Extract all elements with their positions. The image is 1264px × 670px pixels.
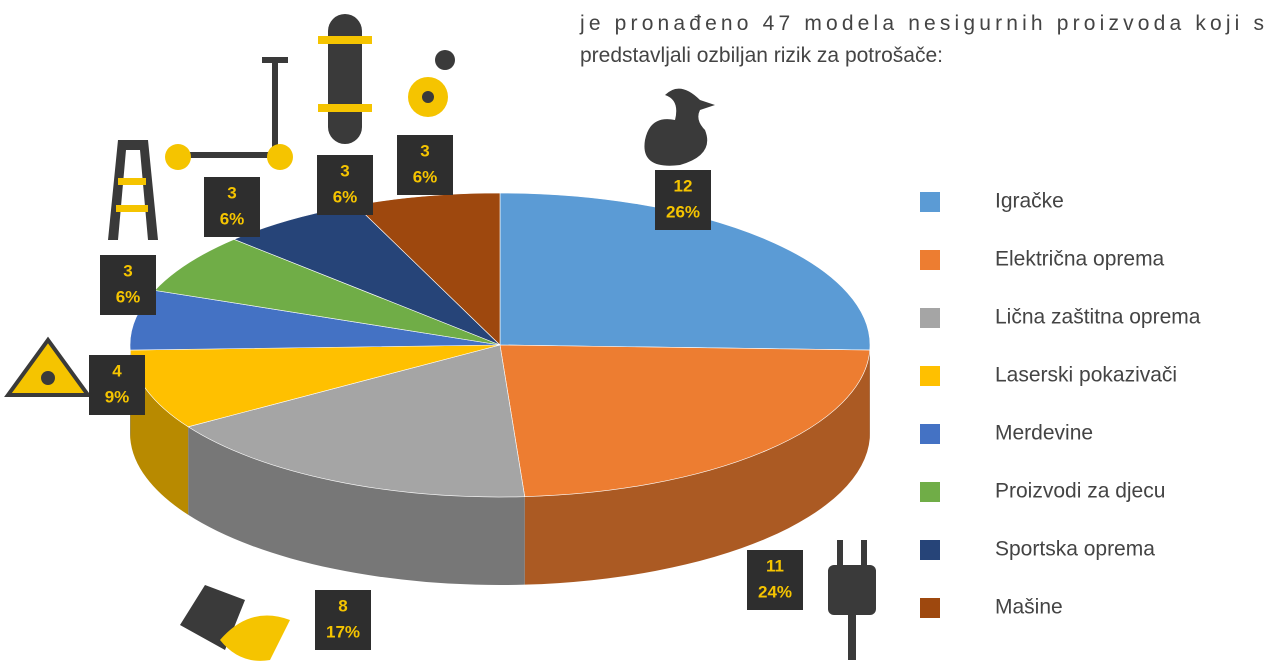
slice (499, 192, 871, 351)
slice-side (188, 426, 525, 585)
data-label: 3 (123, 261, 132, 280)
label-box (747, 550, 803, 610)
skateboard-icon (318, 104, 372, 112)
label-box (100, 255, 156, 315)
gear-icon (422, 91, 434, 103)
data-label: 17% (326, 622, 360, 641)
gear-icon (435, 50, 455, 70)
legend-swatch (920, 482, 940, 502)
data-label: 24% (758, 582, 792, 601)
label-box (204, 177, 260, 237)
ladder-icon (116, 205, 148, 212)
data-label: 6% (116, 287, 141, 306)
icons (4, 14, 876, 661)
skateboard-icon (328, 14, 362, 144)
slice (187, 344, 526, 498)
legend-label: Merdevine (995, 422, 1093, 445)
data-label: 3 (227, 183, 236, 202)
legend-label: Lična zaštitna oprema (995, 306, 1201, 329)
legend-swatch (920, 308, 940, 328)
legend-swatch (920, 540, 940, 560)
legend-swatch (920, 192, 940, 212)
data-label: 26% (666, 202, 700, 221)
scooter-icon (165, 144, 191, 170)
label-box (317, 155, 373, 215)
laser-icon (41, 371, 55, 385)
data-label: 3 (420, 141, 429, 160)
ladder-icon (108, 140, 158, 240)
slice-side (524, 350, 870, 585)
label-box (315, 590, 371, 650)
intro-text: je pronađeno 47 modela nesigurnih proizv… (579, 12, 1264, 35)
data-label: 4 (112, 361, 122, 380)
scooter-icon (267, 144, 293, 170)
legend-label: Igračke (995, 190, 1064, 213)
legend-label: Proizvodi za djecu (995, 480, 1165, 503)
data-label: 11 (766, 556, 784, 575)
scooter-icon (175, 57, 288, 158)
ladder-icon (118, 178, 146, 185)
legend-label: Laserski pokazivači (995, 364, 1177, 387)
legend-label: Mašine (995, 596, 1063, 619)
data-label: 3 (340, 161, 349, 180)
legend-swatch (920, 366, 940, 386)
data-label: 9% (105, 387, 130, 406)
label-box (397, 135, 453, 195)
slice (499, 344, 871, 497)
data-label: 6% (220, 209, 245, 228)
plug-icon (837, 540, 843, 566)
legend-swatch (920, 250, 940, 270)
data-label: 6% (333, 187, 358, 206)
legend-label: Električna oprema (995, 248, 1165, 271)
plug-icon (861, 540, 867, 566)
skateboard-icon (318, 36, 372, 44)
data-label: 8 (338, 596, 347, 615)
legend-swatch (920, 598, 940, 618)
plug-icon (848, 615, 856, 660)
slice (154, 239, 501, 346)
label-box (89, 355, 145, 415)
glove-icon (220, 615, 290, 661)
duck-icon (644, 88, 715, 166)
label-box (655, 170, 711, 230)
legend-swatch (920, 424, 940, 444)
legend-label: Sportska oprema (995, 538, 1155, 561)
intro-text: predstavljali ozbiljan rizik za potrošač… (580, 44, 943, 67)
pie (129, 192, 871, 585)
data-label: 12 (674, 176, 693, 195)
data-label: 6% (413, 167, 438, 186)
plug-icon (828, 565, 876, 615)
laser-icon (4, 336, 92, 397)
